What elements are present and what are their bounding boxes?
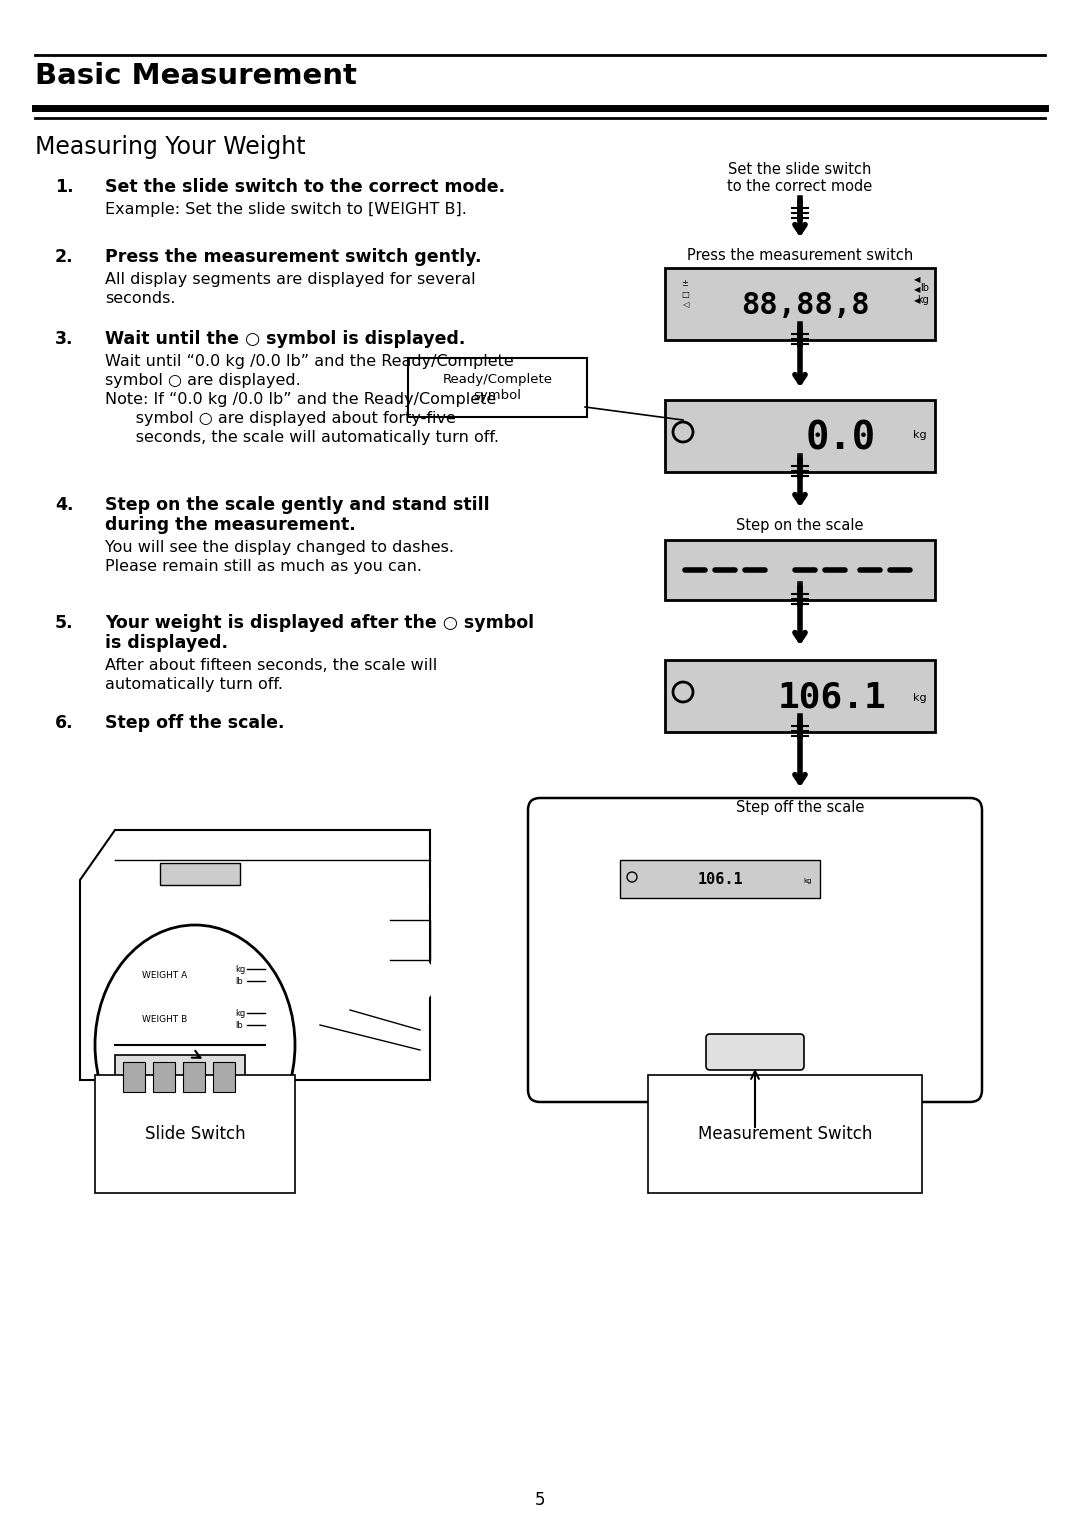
- Text: 2.: 2.: [55, 247, 73, 266]
- Circle shape: [384, 954, 435, 1005]
- Text: ±
□
◁: ± □ ◁: [681, 279, 689, 308]
- Bar: [160, 863, 240, 886]
- Bar: [620, 860, 820, 898]
- Text: Measurement Switch: Measurement Switch: [698, 1125, 873, 1144]
- Text: Measuring Your Weight: Measuring Your Weight: [35, 134, 306, 159]
- FancyBboxPatch shape: [408, 357, 588, 417]
- Text: during the measurement.: during the measurement.: [105, 516, 355, 534]
- Circle shape: [392, 876, 428, 913]
- Text: All display segments are displayed for several: All display segments are displayed for s…: [105, 272, 475, 287]
- Text: Press the measurement switch: Press the measurement switch: [687, 247, 913, 263]
- Text: kg: kg: [917, 295, 929, 305]
- Text: automatically turn off.: automatically turn off.: [105, 676, 283, 692]
- Ellipse shape: [95, 925, 295, 1165]
- Text: Slide Switch: Slide Switch: [145, 1125, 245, 1144]
- Text: Please remain still as much as you can.: Please remain still as much as you can.: [105, 559, 422, 574]
- Bar: [114, 1055, 245, 1099]
- Text: lb: lb: [235, 1020, 243, 1029]
- Text: 3.: 3.: [55, 330, 73, 348]
- Text: Step on the scale: Step on the scale: [737, 518, 864, 533]
- Text: WEIGHT A: WEIGHT A: [143, 971, 188, 979]
- Bar: [153, 1061, 175, 1092]
- Text: Press the measurement switch gently.: Press the measurement switch gently.: [105, 247, 482, 266]
- Text: ◀
◀
◀: ◀ ◀ ◀: [914, 275, 920, 305]
- Text: Step off the scale: Step off the scale: [735, 800, 864, 815]
- Text: Set the slide switch to the correct mode.: Set the slide switch to the correct mode…: [105, 179, 505, 195]
- Text: 106.1: 106.1: [778, 681, 887, 715]
- Text: You will see the display changed to dashes.: You will see the display changed to dash…: [105, 541, 454, 554]
- Bar: [183, 1061, 205, 1092]
- Text: Ready/Complete
symbol: Ready/Complete symbol: [443, 374, 553, 402]
- Text: Wait until “0.0 kg /0.0 lb” and the Ready/Complete: Wait until “0.0 kg /0.0 lb” and the Read…: [105, 354, 514, 370]
- Text: seconds.: seconds.: [105, 292, 175, 305]
- Text: 1.: 1.: [55, 179, 73, 195]
- Text: kg: kg: [914, 431, 927, 440]
- Text: WEIGHT B: WEIGHT B: [143, 1015, 188, 1025]
- Text: Your weight is displayed after the ○ symbol: Your weight is displayed after the ○ sym…: [105, 614, 535, 632]
- Text: Basic Measurement: Basic Measurement: [35, 63, 356, 90]
- Text: 0.0: 0.0: [806, 418, 876, 457]
- Text: seconds, the scale will automatically turn off.: seconds, the scale will automatically tu…: [105, 431, 499, 444]
- Bar: [123, 1061, 145, 1092]
- Bar: [665, 660, 935, 731]
- FancyBboxPatch shape: [528, 799, 982, 1102]
- Text: Step on the scale gently and stand still: Step on the scale gently and stand still: [105, 496, 489, 515]
- Bar: [213, 1061, 235, 1092]
- Text: symbol ○ are displayed.: symbol ○ are displayed.: [105, 373, 300, 388]
- Text: kg: kg: [914, 693, 927, 702]
- Text: Step off the scale.: Step off the scale.: [105, 715, 284, 731]
- Text: kg: kg: [235, 965, 245, 974]
- Text: Note: If “0.0 kg /0.0 lb” and the Ready/Complete: Note: If “0.0 kg /0.0 lb” and the Ready/…: [105, 392, 496, 408]
- Text: lb: lb: [235, 976, 243, 985]
- Text: lb: lb: [920, 282, 929, 293]
- Text: After about fifteen seconds, the scale will: After about fifteen seconds, the scale w…: [105, 658, 437, 673]
- Text: 4.: 4.: [55, 496, 73, 515]
- Bar: [665, 269, 935, 341]
- Text: symbol ○ are displayed about forty-five: symbol ○ are displayed about forty-five: [105, 411, 456, 426]
- Text: Wait until the ○ symbol is displayed.: Wait until the ○ symbol is displayed.: [105, 330, 465, 348]
- FancyBboxPatch shape: [706, 1034, 804, 1070]
- Text: kg: kg: [235, 1008, 245, 1017]
- Text: 6.: 6.: [55, 715, 73, 731]
- Text: Set the slide switch
to the correct mode: Set the slide switch to the correct mode: [727, 162, 873, 194]
- Polygon shape: [80, 831, 430, 1080]
- Text: 88,88,8: 88,88,8: [741, 292, 869, 321]
- Bar: [665, 400, 935, 472]
- Text: kg: kg: [804, 878, 812, 884]
- Bar: [665, 541, 935, 600]
- Text: 5.: 5.: [55, 614, 73, 632]
- Text: is displayed.: is displayed.: [105, 634, 228, 652]
- Text: 5: 5: [535, 1490, 545, 1509]
- Text: Example: Set the slide switch to [WEIGHT B].: Example: Set the slide switch to [WEIGHT…: [105, 202, 467, 217]
- Text: 106.1: 106.1: [698, 872, 743, 887]
